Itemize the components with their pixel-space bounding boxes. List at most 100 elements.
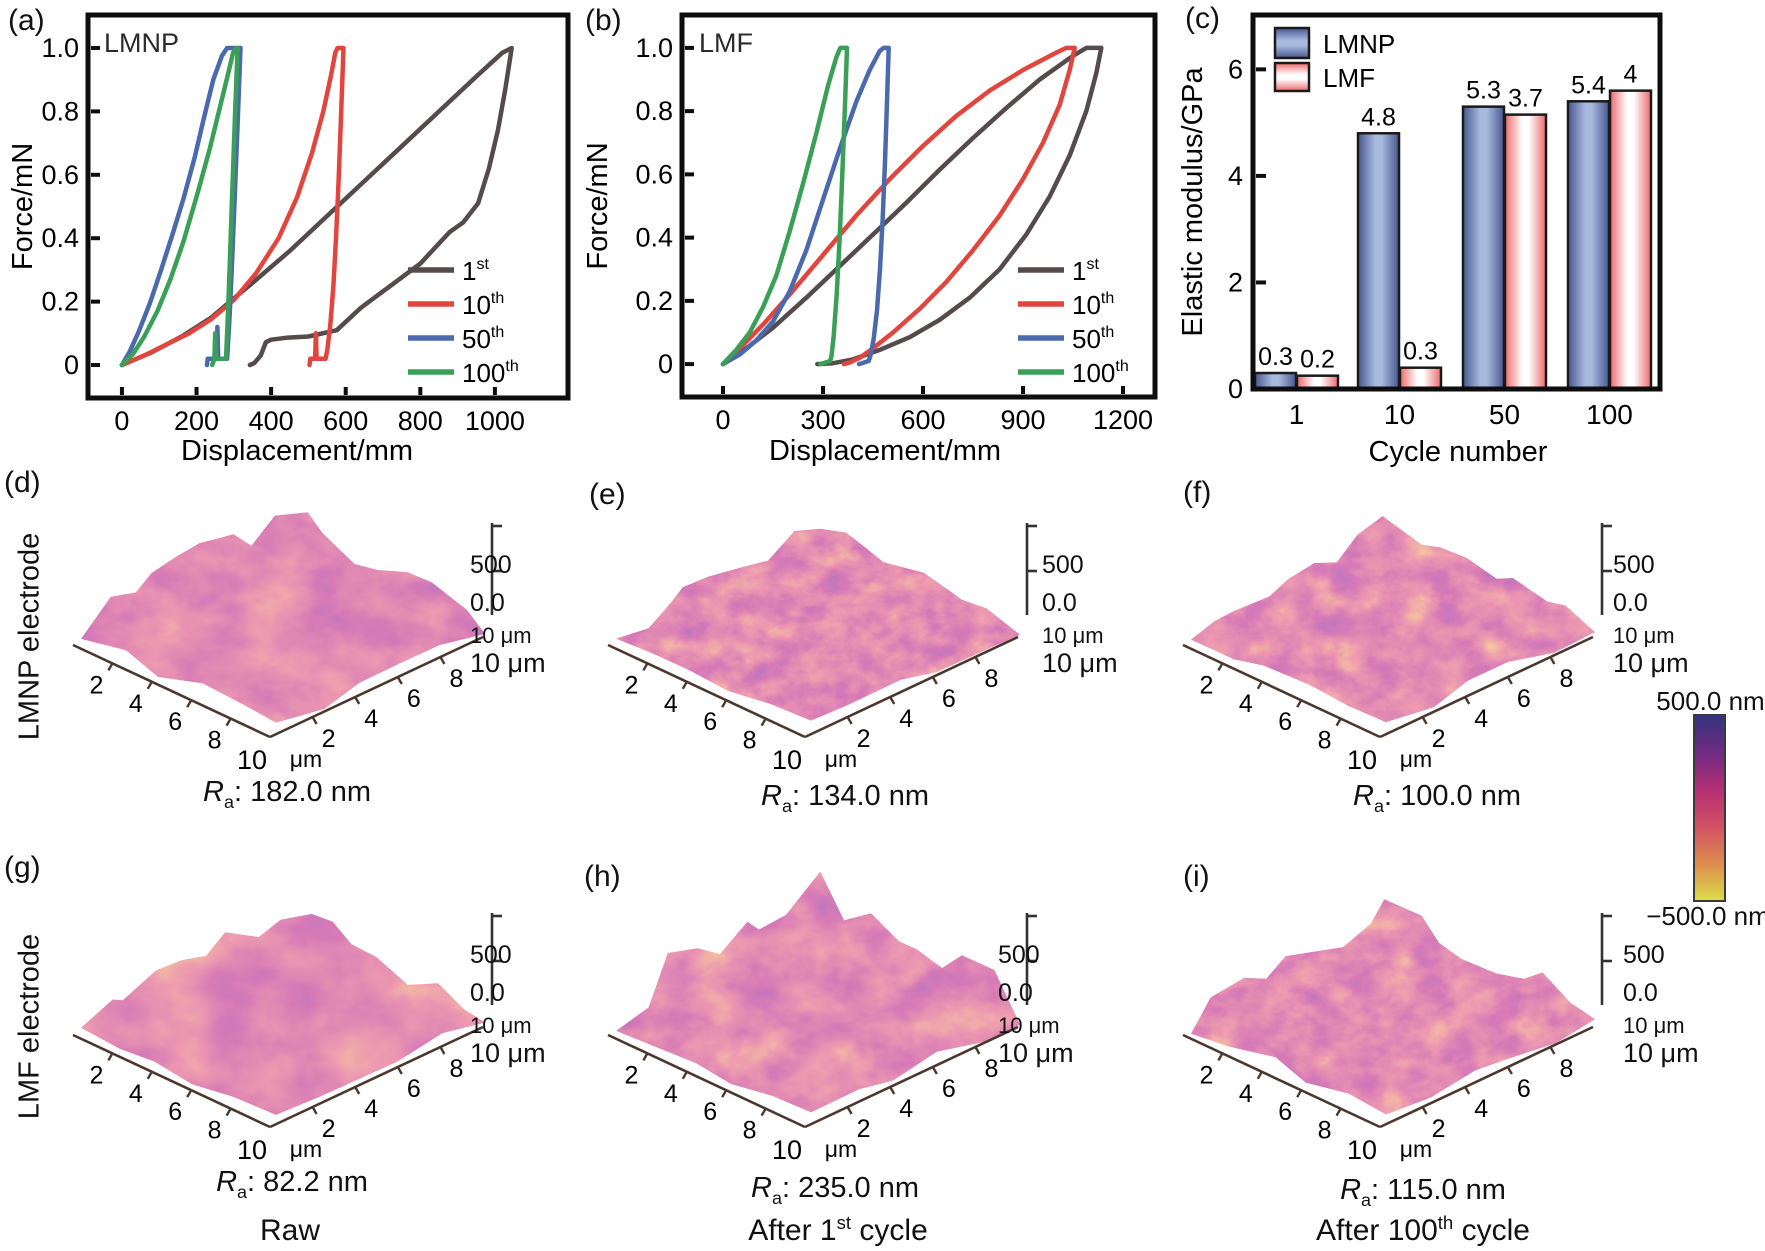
curve-1st — [119, 45, 514, 368]
ra-label-i: Ra: 115.0 nm — [1340, 1174, 1506, 1210]
afm-y-tick-label: 2 — [1432, 725, 1446, 753]
afm-x-unit-label: μm — [825, 746, 857, 772]
legend-label-50th: 50th — [1072, 324, 1114, 354]
bar-value-lmf-100: 4 — [1624, 61, 1638, 89]
panel-letter-h: (h) — [584, 860, 621, 893]
afm-x-axis — [72, 643, 271, 739]
afm-y-tick — [889, 696, 896, 705]
afm-x-tick — [721, 699, 728, 708]
y-axis-title: Elastic modulus/GPa — [1177, 67, 1209, 337]
afm-y-tick-label: 2 — [1432, 1115, 1446, 1143]
bar-lmnp-50 — [1461, 105, 1506, 391]
afm-y-tick — [889, 1086, 896, 1095]
y-tick-label: 1.0 — [41, 33, 79, 63]
afm-x-tick — [186, 1089, 193, 1098]
afm-x-axis — [1182, 643, 1381, 739]
afm-y-tick-label: 2 — [322, 1115, 336, 1143]
bar-lmf-100 — [1608, 89, 1653, 391]
x-tick-label: 200 — [174, 406, 219, 436]
afm-x-end-label: 10 — [237, 745, 267, 775]
legend-label-50th: 50th — [462, 324, 504, 354]
afm-y-tick — [311, 1106, 318, 1115]
afm-x-tick-label: 6 — [168, 708, 182, 736]
curve-1st — [720, 45, 1104, 367]
afm-x-tick-label: 4 — [1239, 690, 1253, 718]
afm-y-axis — [269, 635, 484, 739]
bar-value-lmnp-50: 5.3 — [1466, 77, 1501, 105]
afm-surface-g — [81, 913, 485, 1115]
ra-label-d: Ra: 182.0 nm — [203, 776, 371, 812]
row-label-lmf-electrode: LMF electrode — [13, 933, 46, 1120]
curve-100th — [119, 45, 240, 368]
plot-frame — [85, 12, 571, 401]
panel-b-plot: 0 300 600 900 1200 0 0.2 0.4 0.6 0.8 1.0 Displaceme… — [582, 12, 1158, 467]
afm-x-tick-label: 4 — [129, 1080, 143, 1108]
afm-x-tick — [681, 681, 688, 690]
bar-lmf-50 — [1503, 113, 1548, 391]
afm-y-tick-label: 4 — [1474, 705, 1488, 733]
afm-x-tick — [107, 1052, 114, 1061]
afm-y-tick-label: 2 — [857, 1115, 871, 1143]
afm-x-tick-label: 4 — [1239, 1080, 1253, 1108]
afm-y-tick-label: 2 — [322, 725, 336, 753]
legend-swatch-lmf — [1273, 61, 1311, 93]
afm-y-tick — [974, 656, 981, 665]
afm-x-tick-label: 4 — [129, 690, 143, 718]
afm-x-tick-label: 2 — [624, 1061, 638, 1089]
bar-lmnp-10 — [1356, 132, 1401, 391]
afm-y-tick-label: 6 — [1517, 1075, 1531, 1103]
afm-x-axis — [72, 1033, 271, 1129]
afm-y-tick — [439, 656, 446, 665]
afm-y-tick-label: 8 — [984, 1055, 998, 1083]
afm-y-tick — [974, 1046, 981, 1055]
afm-x-tick — [146, 1071, 153, 1080]
legend-swatch-lmnp — [1273, 26, 1311, 60]
afm-x-tick-label: 8 — [743, 1117, 757, 1145]
afm-surface-i — [1191, 899, 1595, 1115]
afm-x-tick-label: 6 — [1278, 1098, 1292, 1126]
afm-x-tick — [225, 718, 232, 727]
afm-x-tick — [1335, 718, 1342, 727]
afm-x-end-label: 10 — [772, 745, 802, 775]
z-axis-labels-i: 500 0.0 10 μm 10 μm — [1623, 941, 1699, 1068]
afm-x-tick — [681, 1071, 688, 1080]
y-tick-label: 0.2 — [635, 286, 673, 316]
y-axis-title: Force/mN — [582, 142, 614, 269]
curve-10th — [119, 45, 346, 368]
legend-label-lmf: LMF — [1323, 63, 1375, 93]
afm-y-tick-label: 6 — [407, 685, 421, 713]
x-tick-label: 0 — [715, 405, 730, 435]
y-tick-label: 0 — [658, 349, 673, 379]
afm-y-tick — [396, 676, 403, 685]
y-tick-label: 0 — [1228, 374, 1243, 404]
y-tick-label: 0 — [64, 350, 79, 380]
bar-lmf-10 — [1398, 366, 1443, 391]
panel-letter-a: (a) — [8, 4, 45, 37]
afm-x-tick — [186, 699, 193, 708]
ra-label-h: Ra: 235.0 nm — [751, 1172, 919, 1208]
panel-letter-f: (f) — [1183, 476, 1212, 509]
afm-x-tick-label: 6 — [703, 708, 717, 736]
afm-x-tick — [1296, 1089, 1303, 1098]
height-colorbar — [1693, 714, 1726, 902]
z-axis-labels-f: 500 0.0 10 μm 10 μm — [1613, 551, 1689, 678]
afm-y-tick — [396, 1066, 403, 1075]
x-tick-label: 800 — [398, 406, 443, 436]
afm-x-tick — [225, 1108, 232, 1117]
curve-100th — [720, 45, 850, 367]
panel-letter-i: (i) — [1183, 860, 1210, 893]
afm-x-tick-label: 4 — [664, 690, 678, 718]
z-axis-labels-g: 500 0.0 10 μm 10 μm — [470, 941, 546, 1068]
plot-frame — [679, 12, 1158, 400]
afm-x-tick — [1335, 1108, 1342, 1117]
afm-y-tick-label: 6 — [942, 1075, 956, 1103]
afm-y-tick-label: 8 — [1559, 1055, 1573, 1083]
y-tick-label: 6 — [1228, 54, 1243, 84]
bar-value-lmf-50: 3.7 — [1508, 85, 1543, 113]
legend-label-100th: 100th — [1072, 358, 1129, 388]
bar-lmnp-100 — [1566, 100, 1611, 391]
